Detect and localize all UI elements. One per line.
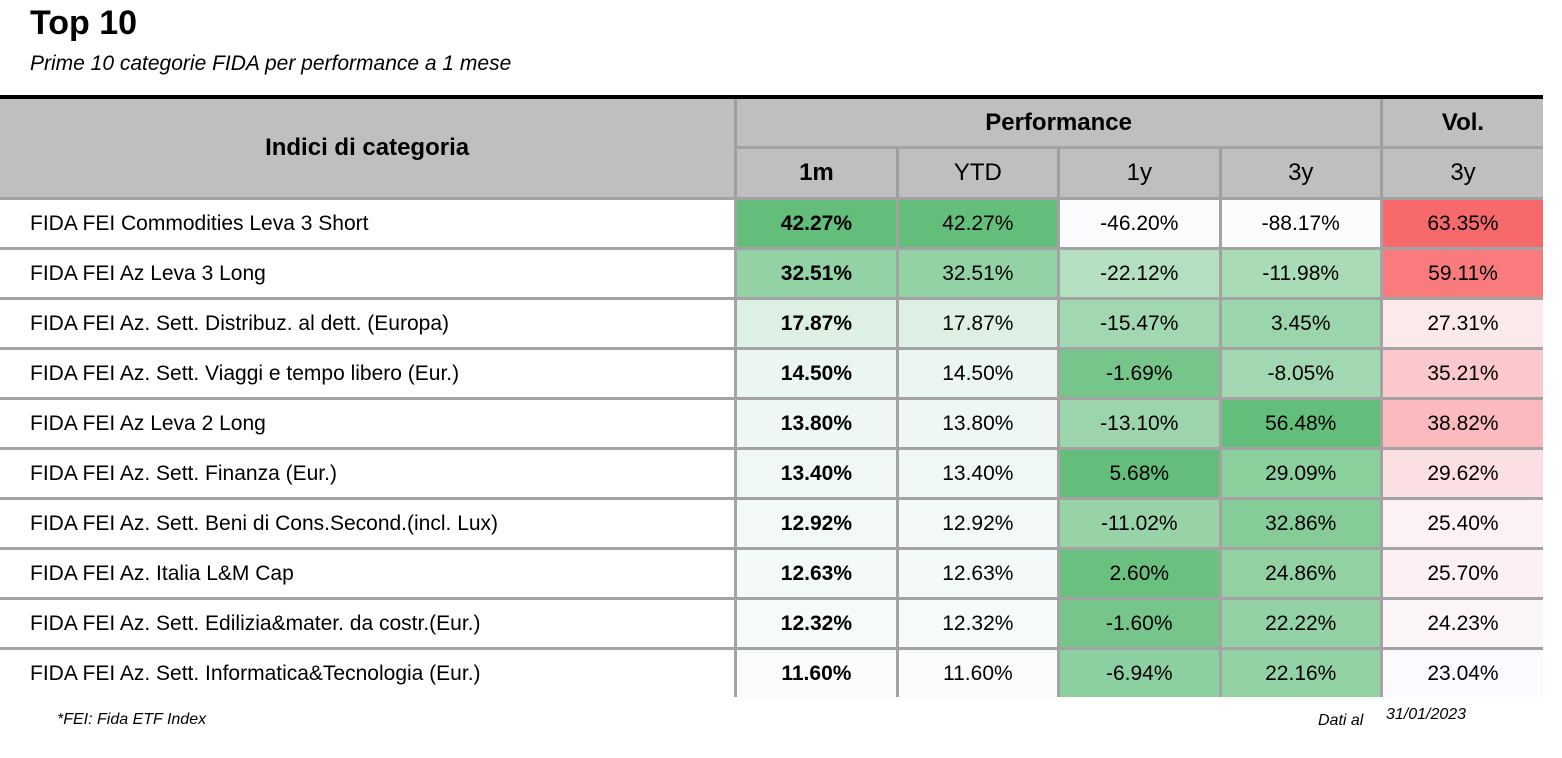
value-cell-ytd: 17.87% — [895, 298, 1059, 350]
page-title: Top 10 — [30, 4, 138, 42]
table-row: FIDA FEI Az. Sett. Beni di Cons.Second.(… — [0, 498, 1543, 550]
value-cell-3y: 22.22% — [1218, 598, 1382, 650]
category-name-cell: FIDA FEI Az Leva 2 Long — [0, 398, 736, 450]
table-row: FIDA FEI Az Leva 2 Long 13.80% 13.80% -13.1… — [0, 398, 1543, 450]
value-cell-1m: 13.80% — [734, 398, 898, 450]
data-date: 31/01/2023 — [1386, 706, 1467, 723]
column-header-ytd: YTD — [895, 147, 1059, 200]
table-row: FIDA FEI Az. Italia L&M Cap 12.63% 12.63% 2… — [0, 548, 1543, 600]
value-cell-1y: -11.02% — [1057, 498, 1220, 550]
value-cell-3y: 29.09% — [1218, 448, 1382, 500]
value-cell-1m: 12.32% — [734, 598, 898, 650]
value-cell-1m: 42.27% — [734, 198, 898, 250]
value-cell-3y: -88.17% — [1218, 198, 1382, 250]
table-row: FIDA FEI Az. Sett. Viaggi e tempo libero… — [0, 348, 1543, 400]
category-name-cell: FIDA FEI Az. Italia L&M Cap — [0, 548, 736, 600]
value-cell-3y: 56.48% — [1218, 398, 1382, 450]
column-header-3y: 3y — [1218, 147, 1382, 200]
value-cell-1y: -46.20% — [1057, 198, 1220, 250]
category-name-cell: FIDA FEI Az. Sett. Informatica&Tecnologi… — [0, 648, 736, 697]
value-cell-ytd: 12.32% — [895, 598, 1059, 650]
top10-table: Indici di categoria Performance Vol. 1m … — [0, 95, 1543, 697]
value-cell-ytd: 42.27% — [895, 198, 1059, 250]
value-cell-vol-3y: 59.11% — [1379, 248, 1543, 300]
value-cell-ytd: 13.40% — [895, 448, 1059, 500]
category-name-cell: FIDA FEI Az. Sett. Distribuz. al dett. (… — [0, 298, 736, 350]
value-cell-1m: 13.40% — [734, 448, 898, 500]
value-cell-3y: 24.86% — [1218, 548, 1382, 600]
table-row: FIDA FEI Commodities Leva 3 Short 42.27% 4… — [0, 198, 1543, 250]
value-cell-ytd: 13.80% — [895, 398, 1059, 450]
value-cell-vol-3y: 27.31% — [1379, 298, 1543, 350]
value-cell-vol-3y: 25.40% — [1379, 498, 1543, 550]
value-cell-1y: 5.68% — [1057, 448, 1220, 500]
category-name-cell: FIDA FEI Az. Sett. Beni di Cons.Second.(… — [0, 498, 736, 550]
column-group-performance: Performance — [734, 95, 1382, 149]
value-cell-3y: -11.98% — [1218, 248, 1382, 300]
value-cell-1m: 12.92% — [734, 498, 898, 550]
table-row: FIDA FEI Az. Sett. Finanza (Eur.) 13.40% 1… — [0, 448, 1543, 500]
value-cell-ytd: 12.92% — [895, 498, 1059, 550]
page-subtitle: Prime 10 categorie FIDA per performance … — [30, 52, 512, 75]
category-name-cell: FIDA FEI Commodities Leva 3 Short — [0, 198, 736, 250]
value-cell-1m: 12.63% — [734, 548, 898, 600]
top10-table-container: Indici di categoria Performance Vol. 1m … — [0, 95, 1543, 697]
value-cell-1y: -22.12% — [1057, 248, 1220, 300]
footnote: *FEI: Fida ETF Index — [57, 711, 207, 728]
value-cell-3y: 32.86% — [1218, 498, 1382, 550]
value-cell-1m: 32.51% — [734, 248, 898, 300]
value-cell-3y: 22.16% — [1218, 648, 1382, 697]
value-cell-vol-3y: 35.21% — [1379, 348, 1543, 400]
value-cell-vol-3y: 24.23% — [1379, 598, 1543, 650]
value-cell-vol-3y: 29.62% — [1379, 448, 1543, 500]
value-cell-3y: 3.45% — [1218, 298, 1382, 350]
category-name-cell: FIDA FEI Az. Sett. Viaggi e tempo libero… — [0, 348, 736, 400]
category-name-cell: FIDA FEI Az Leva 3 Long — [0, 248, 736, 300]
value-cell-ytd: 32.51% — [895, 248, 1059, 300]
value-cell-vol-3y: 25.70% — [1379, 548, 1543, 600]
column-header-1m: 1m — [734, 147, 898, 200]
value-cell-vol-3y: 23.04% — [1379, 648, 1543, 697]
data-date-label: Dati al — [1318, 712, 1364, 729]
value-cell-ytd: 12.63% — [895, 548, 1059, 600]
value-cell-3y: -8.05% — [1218, 348, 1382, 400]
column-header-category: Indici di categoria — [0, 95, 736, 200]
value-cell-1y: -15.47% — [1057, 298, 1220, 350]
value-cell-1y: -13.10% — [1057, 398, 1220, 450]
value-cell-vol-3y: 38.82% — [1379, 398, 1543, 450]
column-group-volatility: Vol. — [1379, 95, 1543, 149]
value-cell-ytd: 14.50% — [895, 348, 1059, 400]
value-cell-1y: -6.94% — [1057, 648, 1220, 697]
value-cell-1m: 11.60% — [734, 648, 898, 697]
table-row: FIDA FEI Az. Sett. Informatica&Tecnologi… — [0, 648, 1543, 697]
column-header-vol-3y: 3y — [1379, 147, 1543, 200]
value-cell-1m: 14.50% — [734, 348, 898, 400]
value-cell-1y: -1.60% — [1057, 598, 1220, 650]
table-row: FIDA FEI Az Leva 3 Long 32.51% 32.51% -22.1… — [0, 248, 1543, 300]
category-name-cell: FIDA FEI Az. Sett. Finanza (Eur.) — [0, 448, 736, 500]
table-row: FIDA FEI Az. Sett. Edilizia&mater. da co… — [0, 598, 1543, 650]
table-body: FIDA FEI Commodities Leva 3 Short 42.27% 4… — [0, 198, 1543, 697]
value-cell-1m: 17.87% — [734, 298, 898, 350]
value-cell-ytd: 11.60% — [895, 648, 1059, 697]
column-header-1y: 1y — [1057, 147, 1220, 200]
value-cell-vol-3y: 63.35% — [1379, 198, 1543, 250]
value-cell-1y: -1.69% — [1057, 348, 1220, 400]
table-row: FIDA FEI Az. Sett. Distribuz. al dett. (… — [0, 298, 1543, 350]
category-name-cell: FIDA FEI Az. Sett. Edilizia&mater. da co… — [0, 598, 736, 650]
value-cell-1y: 2.60% — [1057, 548, 1220, 600]
